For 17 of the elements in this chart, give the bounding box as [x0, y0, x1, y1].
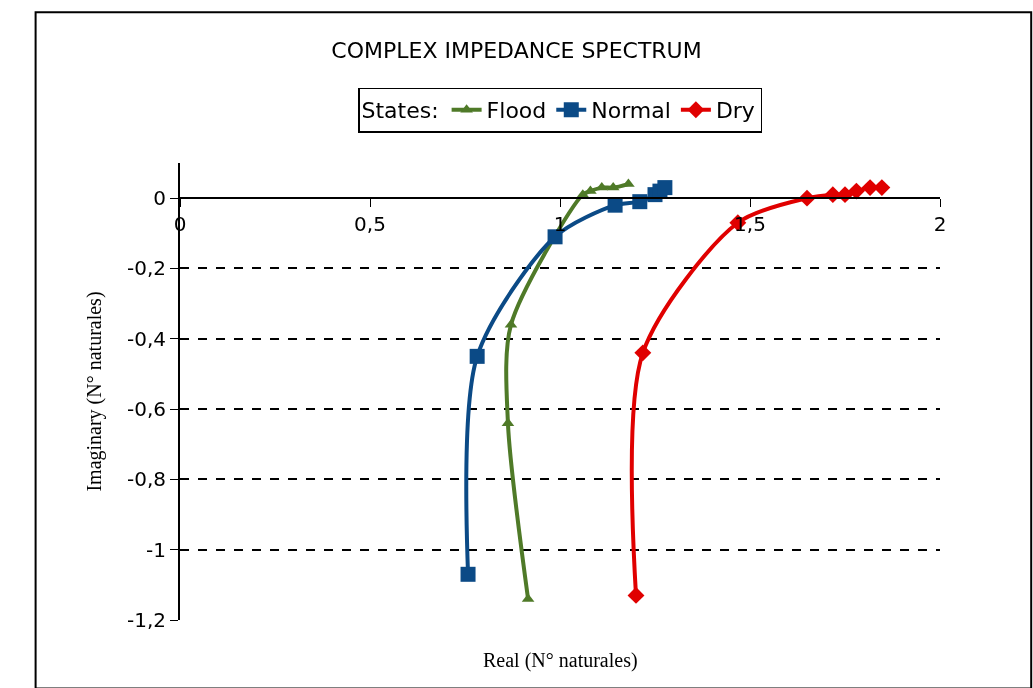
x-tick-label: 2 — [933, 212, 947, 237]
legend-title: States: — [361, 97, 439, 123]
x-tick-label: 0,5 — [354, 212, 386, 237]
chart-title: COMPLEX IMPEDANCE SPECTRUM — [331, 37, 702, 63]
y-axis-title: Imaginary (N° naturales) — [82, 291, 106, 492]
y-tick-label: -1 — [146, 537, 166, 562]
y-tick-label: 0 — [153, 186, 166, 211]
y-tick-label: -0,8 — [126, 467, 166, 492]
x-tick-label: 1 — [553, 212, 567, 237]
legend-label: Flood — [486, 98, 547, 124]
y-tick-label: -0,6 — [126, 397, 166, 422]
y-tick-label: -0,4 — [126, 326, 166, 351]
legend-label: Normal — [591, 98, 671, 124]
x-axis-title: Real (N° naturales) — [483, 649, 638, 672]
legend-label: Dry — [715, 98, 755, 124]
y-tick-label: -1,2 — [126, 608, 166, 632]
y-tick-label: -0,2 — [126, 256, 166, 281]
